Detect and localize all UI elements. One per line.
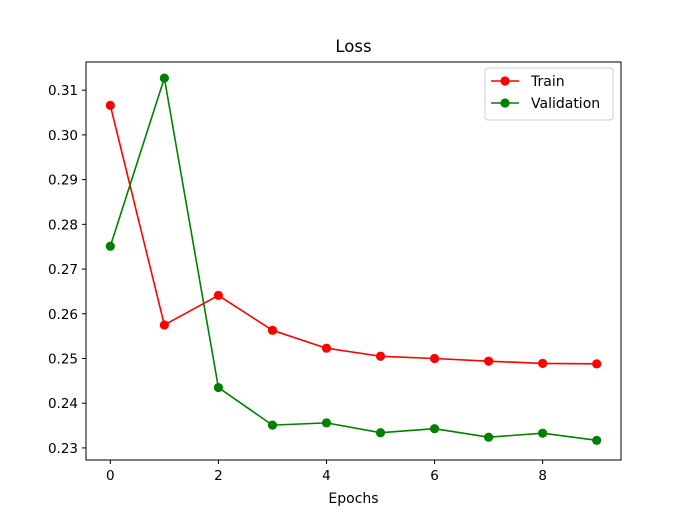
data-point-validation [321, 418, 332, 428]
series-layer [105, 73, 602, 445]
plot-area [86, 62, 621, 460]
y-axis: 0.23 0.24 0.25 0.26 0.27 0.28 0.29 0.30 0.31 [48, 83, 86, 457]
data-point-validation [105, 241, 115, 251]
x-tick-label: 6 [430, 468, 439, 484]
data-point-validation [159, 73, 169, 83]
legend-label: Validation [531, 96, 600, 112]
y-tick-label: 0.27 [48, 262, 78, 278]
data-point-train [375, 351, 386, 361]
y-tick-label: 0.30 [48, 128, 78, 144]
y-tick-label: 0.25 [48, 351, 78, 367]
y-tick-label: 0.28 [48, 217, 78, 233]
legend-item-train: Train [491, 74, 565, 90]
legend-item-validation: Validation [491, 96, 600, 112]
data-point-train [321, 343, 332, 353]
chart-title: Loss [335, 37, 371, 56]
data-point-train [159, 320, 169, 330]
legend-swatch-marker [500, 76, 510, 86]
legend: Train Validation [484, 67, 614, 121]
data-point-train [538, 358, 548, 369]
data-point-validation [375, 428, 386, 438]
data-point-validation [213, 382, 223, 393]
plot-frame [85, 61, 622, 461]
y-tick-label: 0.23 [48, 441, 78, 457]
data-point-validation [429, 424, 440, 434]
data-point-train [484, 356, 494, 366]
data-point-validation [267, 420, 278, 430]
y-tick-label: 0.24 [48, 396, 78, 412]
data-point-train [213, 290, 223, 301]
data-point-train [105, 100, 115, 110]
data-point-train [592, 359, 602, 369]
legend-label: Train [530, 74, 565, 90]
series-train [105, 100, 602, 369]
data-point-validation [538, 428, 548, 438]
x-axis: 0 2 4 6 8 [106, 460, 547, 484]
data-point-validation [484, 432, 494, 442]
x-tick-label: 8 [538, 468, 547, 484]
y-tick-label: 0.31 [48, 83, 78, 99]
x-tick-label: 0 [106, 468, 115, 484]
series-line-train [109, 105, 597, 365]
data-point-validation [592, 435, 602, 445]
x-axis-title: Epochs [328, 491, 378, 507]
legend-swatch-marker [500, 98, 510, 108]
y-tick-label: 0.26 [48, 307, 78, 323]
x-tick-label: 4 [322, 468, 331, 484]
plot-background [86, 62, 621, 460]
data-point-train [429, 353, 440, 364]
series-validation [105, 73, 602, 445]
x-tick-label: 2 [214, 468, 223, 484]
data-point-train [267, 325, 278, 335]
y-tick-label: 0.29 [48, 173, 78, 189]
series-line-validation [109, 77, 597, 442]
